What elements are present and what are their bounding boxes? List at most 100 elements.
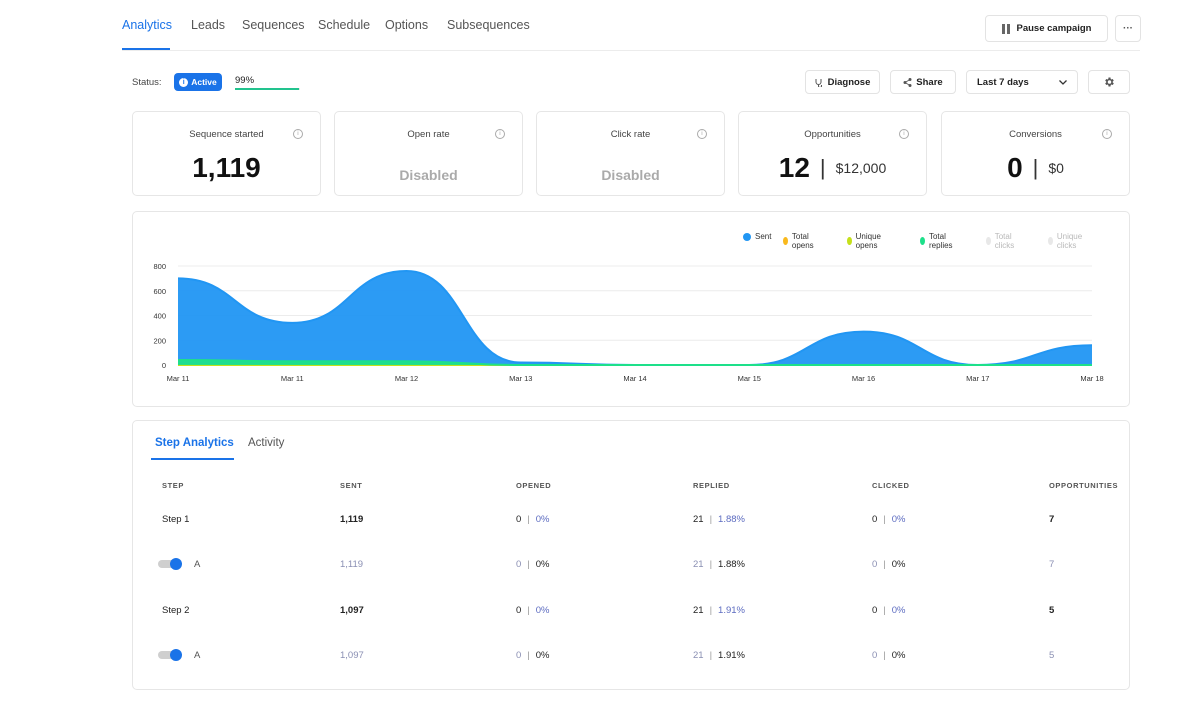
card-title: Conversions — [1009, 129, 1062, 140]
tab-leads[interactable]: Leads — [191, 18, 226, 32]
opened-value: 0 | 0% — [516, 514, 550, 525]
step-analytics-panel — [132, 420, 1130, 690]
tab-step-analytics[interactable]: Step Analytics — [155, 437, 234, 449]
tab-sequences[interactable]: Sequences — [242, 18, 305, 32]
active-subtab-indicator — [151, 458, 234, 460]
replied-value: 21 | 1.91% — [693, 650, 745, 661]
replied-value: 21 | 1.88% — [693, 559, 745, 570]
clicked-value-count: 0 — [872, 514, 878, 525]
date-range-select[interactable]: Last 7 days — [966, 70, 1078, 94]
legend-item-sent[interactable]: Sent — [743, 232, 771, 241]
settings-button[interactable] — [1088, 70, 1130, 94]
card-sequence-started: Sequence started i 1,119 — [132, 111, 321, 196]
column-header-opportunities: OPPORTUNITIES — [1049, 481, 1119, 490]
pause-campaign-button[interactable]: Pause campaign — [985, 15, 1108, 42]
opportunities-value: 5 — [1049, 605, 1055, 616]
info-icon[interactable]: i — [899, 129, 909, 139]
progress-fill — [235, 88, 300, 90]
replied-value-count: 21 — [693, 605, 704, 616]
card-title: Sequence started — [189, 129, 264, 140]
legend-item-total-clicks[interactable]: Total clicks — [986, 232, 1018, 250]
card-value: 0 — [1007, 152, 1023, 183]
clicked-value: 0 | 0% — [872, 559, 906, 570]
opened-value-percent: 0% — [535, 514, 550, 525]
legend-item-total-opens[interactable]: Total opens — [783, 232, 817, 250]
x-tick-label: Mar 18 — [1080, 374, 1103, 383]
card-conversions: Conversions i 0 | $0 — [941, 111, 1130, 196]
info-icon[interactable]: i — [1102, 129, 1112, 139]
x-tick-label: Mar 17 — [966, 374, 989, 383]
progress-bar — [235, 88, 300, 90]
variant-toggle[interactable] — [158, 558, 183, 570]
clicked-value: 0 | 0% — [872, 514, 906, 525]
sent-value: 1,097 — [340, 650, 364, 661]
info-icon[interactable]: i — [495, 129, 505, 139]
replied-value-count: 21 — [693, 650, 704, 661]
card-amount: $12,000 — [835, 160, 887, 176]
step-name: Step 2 — [162, 605, 190, 616]
legend-label: Sent — [755, 232, 772, 241]
card-value: Disabled — [399, 167, 458, 183]
card-value: Disabled — [601, 167, 660, 183]
tab-subsequences[interactable]: Subsequences — [447, 18, 530, 32]
legend-swatch — [920, 237, 925, 245]
legend-item-unique-clicks[interactable]: Unique clicks — [1048, 232, 1085, 250]
legend-swatch — [847, 237, 852, 245]
card-value: 1,119 — [192, 152, 261, 183]
tab-options[interactable]: Options — [385, 18, 429, 32]
separator: | — [1032, 155, 1039, 180]
y-tick-label: 800 — [153, 262, 166, 271]
opportunities-value: 7 — [1049, 514, 1055, 525]
x-tick-label: Mar 15 — [738, 374, 761, 383]
legend-label: Total opens — [791, 232, 814, 250]
chevron-down-icon — [1059, 79, 1067, 85]
step-name: Step 1 — [162, 514, 190, 525]
separator: | — [819, 155, 826, 180]
x-tick-label: Mar 16 — [852, 374, 875, 383]
info-icon: i — [179, 77, 189, 87]
y-tick-label: 400 — [153, 312, 166, 321]
legend-label: Total clicks — [994, 232, 1015, 250]
column-header-opened: OPENED — [516, 481, 552, 490]
sent-value: 1,119 — [340, 559, 364, 570]
opened-value-count: 0 — [516, 605, 522, 616]
y-tick-label: 600 — [153, 287, 166, 296]
status-label: Status: — [132, 77, 162, 88]
share-button[interactable]: Share — [890, 70, 956, 94]
clicked-value: 0 | 0% — [872, 650, 906, 661]
clicked-value-count: 0 — [872, 605, 878, 616]
card-opportunities: Opportunities i 12 | $12,000 — [738, 111, 927, 196]
column-header-clicked: CLICKED — [872, 481, 910, 490]
x-tick-label: Mar 12 — [395, 374, 418, 383]
series-area-sent — [178, 270, 1092, 365]
tab-activity[interactable]: Activity — [248, 437, 285, 449]
opened-value: 0 | 0% — [516, 650, 550, 661]
opened-value-percent: 0% — [535, 605, 550, 616]
card-value: 12 — [778, 152, 810, 183]
sent-value: 1,119 — [340, 514, 364, 525]
clicked-value-percent: 0% — [891, 605, 906, 616]
info-icon[interactable]: i — [293, 129, 303, 139]
x-tick-label: Mar 14 — [623, 374, 646, 383]
diagnose-button[interactable]: Diagnose — [805, 70, 880, 94]
info-icon[interactable]: i — [697, 129, 707, 139]
legend-item-total-replies[interactable]: Total replies — [920, 232, 956, 250]
status-badge-label: Active — [191, 77, 217, 87]
replied-value-count: 21 — [693, 514, 704, 525]
replied-value: 21 | 1.91% — [693, 605, 745, 616]
more-options-button[interactable]: ··· — [1115, 15, 1141, 42]
legend-swatch — [743, 232, 751, 241]
legend-item-unique-opens[interactable]: Unique opens — [847, 232, 884, 250]
replied-value-percent: 1.91% — [718, 650, 745, 661]
legend-swatch — [1048, 237, 1053, 245]
replied-value: 21 | 1.88% — [693, 514, 745, 525]
x-tick-label: Mar 11 — [281, 374, 304, 383]
variant-toggle[interactable] — [158, 649, 183, 661]
card-amount: $0 — [1048, 160, 1064, 176]
sent-value: 1,097 — [340, 605, 364, 616]
tab-analytics[interactable]: Analytics — [122, 18, 173, 32]
diagnose-label: Diagnose — [827, 76, 871, 88]
active-tab-indicator — [122, 48, 170, 50]
tab-schedule[interactable]: Schedule — [318, 18, 371, 32]
card-title: Click rate — [610, 129, 651, 140]
